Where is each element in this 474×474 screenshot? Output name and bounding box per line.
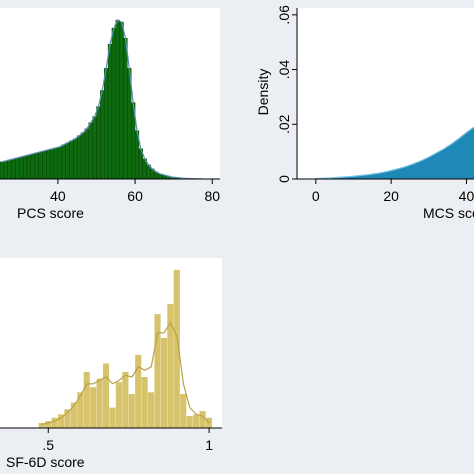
sf6d-bar (45, 421, 52, 428)
mcs-x-tick-label: 20 (383, 188, 399, 204)
pcs-bar (7, 159, 12, 180)
mcs-x-ticks: 0 20 40 (312, 179, 474, 204)
sf6d-bar (173, 269, 180, 428)
pcs-bar (42, 150, 47, 180)
sf6d-x-tick-label: .5 (42, 437, 54, 453)
pcs-bar (123, 37, 128, 180)
sf6d-bar (135, 354, 142, 428)
pcs-bar (88, 122, 93, 180)
pcs-bar (57, 146, 62, 180)
pcs-bar (96, 106, 101, 180)
pcs-x-ticks: 40 60 80 (50, 179, 220, 204)
sf6d-bar (122, 371, 129, 428)
pcs-bar (34, 152, 39, 180)
pcs-bar (46, 149, 51, 180)
pcs-bar (3, 160, 8, 180)
pcs-bar (104, 68, 109, 180)
pcs-density-line (1, 19, 203, 180)
mcs-x-tick-label: 40 (459, 188, 474, 204)
pcs-bar (84, 128, 89, 180)
pcs-bar (115, 19, 120, 180)
pcs-x-axis-title: PCS score (17, 205, 84, 221)
pcs-panel: 40 60 80 PCS score (0, 8, 220, 221)
sf6d-bar (38, 422, 45, 428)
pcs-bar (65, 142, 70, 180)
pcs-x-tick-label: 80 (204, 188, 220, 204)
sf6d-bar (193, 414, 200, 428)
pcs-bar (49, 148, 55, 180)
pcs-bar (69, 140, 74, 180)
pcs-x-tick-label: 40 (50, 188, 66, 204)
sf6d-bar (96, 378, 103, 428)
sf6d-bar (57, 414, 65, 428)
sf6d-panel: .5 1 SF-6D score (0, 258, 222, 470)
mcs-y-tick-label: .04 (276, 60, 292, 80)
sf6d-x-axis-title: SF-6D score (6, 454, 85, 470)
pcs-bar (119, 21, 124, 180)
sf6d-bar (141, 377, 148, 428)
mcs-y-ticks: 0 .02 .04 .06 (276, 5, 297, 183)
sf6d-bar (115, 382, 122, 428)
pcs-bar (11, 158, 16, 180)
pcs-bar (38, 151, 43, 180)
sf6d-bar (70, 402, 77, 428)
sf6d-bar (148, 392, 155, 428)
sf6d-bar (109, 407, 116, 428)
sf6d-bar (77, 392, 84, 428)
sf6d-x-tick-label: 1 (205, 437, 213, 453)
mcs-area-group (315, 126, 474, 180)
pcs-bar (61, 144, 66, 180)
mcs-y-axis-title: Density (255, 69, 271, 116)
pcs-bar (19, 156, 24, 180)
pcs-bar (76, 135, 82, 180)
pcs-bar (22, 155, 28, 180)
pcs-bar (0, 161, 5, 180)
pcs-bar (15, 157, 20, 180)
mcs-y-tick-label: 0 (276, 175, 292, 183)
sf6d-bar (154, 314, 161, 428)
sf6d-density-line (41, 321, 210, 426)
sf6d-bar (160, 337, 168, 428)
pcs-bar (111, 27, 116, 180)
pcs-bar (107, 44, 113, 180)
sf6d-bar (199, 411, 206, 428)
mcs-panel: 0 .02 .04 .06 0 20 40 Density MCS score (255, 5, 474, 221)
pcs-bar (53, 147, 59, 180)
pcs-bar (80, 132, 86, 180)
pcs-bar (73, 138, 78, 180)
sf6d-bar (186, 416, 193, 428)
pcs-bar (92, 116, 97, 180)
sf6d-bar (90, 387, 97, 428)
pcs-bar (30, 153, 35, 180)
mcs-y-tick-label: .02 (276, 114, 292, 134)
mcs-x-axis-title: MCS score (423, 205, 474, 221)
sf6d-bar (64, 409, 71, 428)
sf6d-bars (38, 269, 213, 428)
sf6d-bar (128, 394, 135, 428)
mcs-y-tick-label: .06 (276, 5, 292, 25)
sf6d-bar (167, 303, 174, 428)
mcs-density-line (315, 126, 474, 180)
pcs-bars (0, 19, 205, 180)
mcs-density-area (315, 127, 474, 179)
sf6d-bar (102, 363, 110, 428)
sf6d-bar (83, 371, 90, 428)
mcs-x-tick-label: 0 (312, 188, 320, 204)
sf6d-x-ticks: .5 1 (42, 428, 213, 453)
pcs-x-tick-label: 60 (127, 188, 143, 204)
sf6d-bar (51, 417, 58, 428)
pcs-bar (100, 90, 105, 180)
sf6d-bar (180, 394, 187, 428)
pcs-bar (26, 154, 32, 180)
